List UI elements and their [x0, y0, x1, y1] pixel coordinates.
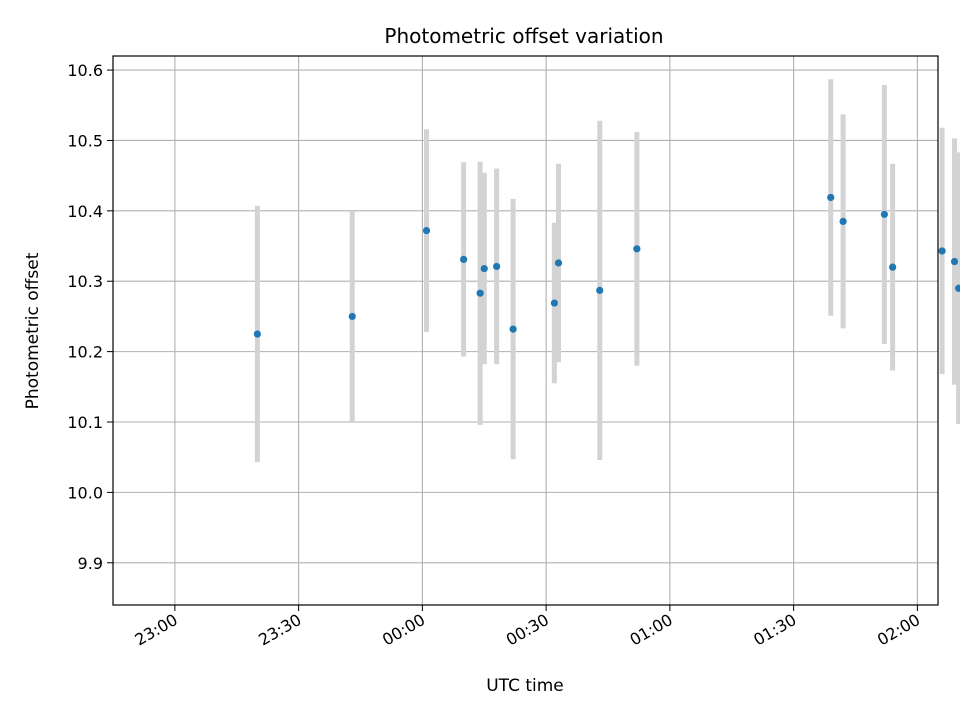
y-tick-label: 10.2 — [67, 343, 103, 362]
y-tick-label: 10.3 — [67, 272, 103, 291]
data-point — [422, 226, 431, 235]
y-tick-label: 9.9 — [78, 554, 103, 573]
y-axis: 9.9 10.0 10.1 10.2 10.3 10.4 10.5 10.6 — [67, 61, 113, 573]
data-point — [950, 257, 959, 266]
data-point — [554, 259, 563, 267]
x-axis-title: UTC time — [486, 676, 564, 696]
data-point — [460, 255, 468, 264]
data-point — [509, 325, 517, 333]
grid-layer — [113, 56, 938, 605]
data-point — [596, 286, 604, 294]
x-tick-label: 01:00 — [626, 610, 675, 650]
data-point — [938, 247, 946, 255]
plot-frame — [112, 55, 939, 606]
data-point — [493, 262, 501, 271]
data-point — [827, 193, 835, 202]
y-axis-title: Photometric offset — [23, 252, 43, 409]
point-layer — [253, 193, 960, 338]
y-tick-label: 10.0 — [67, 483, 103, 502]
y-tick-label: 10.5 — [67, 131, 103, 150]
data-point — [633, 245, 641, 253]
data-point — [253, 330, 261, 338]
x-tick-label: 01:30 — [750, 610, 799, 650]
y-tick-label: 10.1 — [67, 413, 103, 432]
data-point — [880, 210, 888, 218]
x-tick-label: 00:30 — [503, 610, 552, 650]
x-tick-label: 23:30 — [255, 610, 304, 650]
data-point — [476, 289, 484, 297]
data-point — [839, 217, 847, 226]
x-tick-label: 00:00 — [379, 610, 428, 650]
data-point — [889, 263, 897, 271]
data-point — [480, 264, 488, 273]
x-axis: 23:00 23:30 00:00 00:30 01:00 01:30 02:00 — [131, 605, 923, 650]
y-tick-label: 10.6 — [67, 61, 103, 80]
x-tick-label: 23:00 — [131, 610, 180, 650]
data-point — [348, 312, 356, 321]
y-tick-label: 10.4 — [67, 202, 103, 221]
x-tick-label: 02:00 — [874, 610, 923, 650]
chart-title: Photometric offset variation — [384, 24, 663, 48]
data-point — [550, 299, 558, 307]
data-point — [955, 284, 960, 292]
errorbar-layer — [254, 79, 960, 463]
